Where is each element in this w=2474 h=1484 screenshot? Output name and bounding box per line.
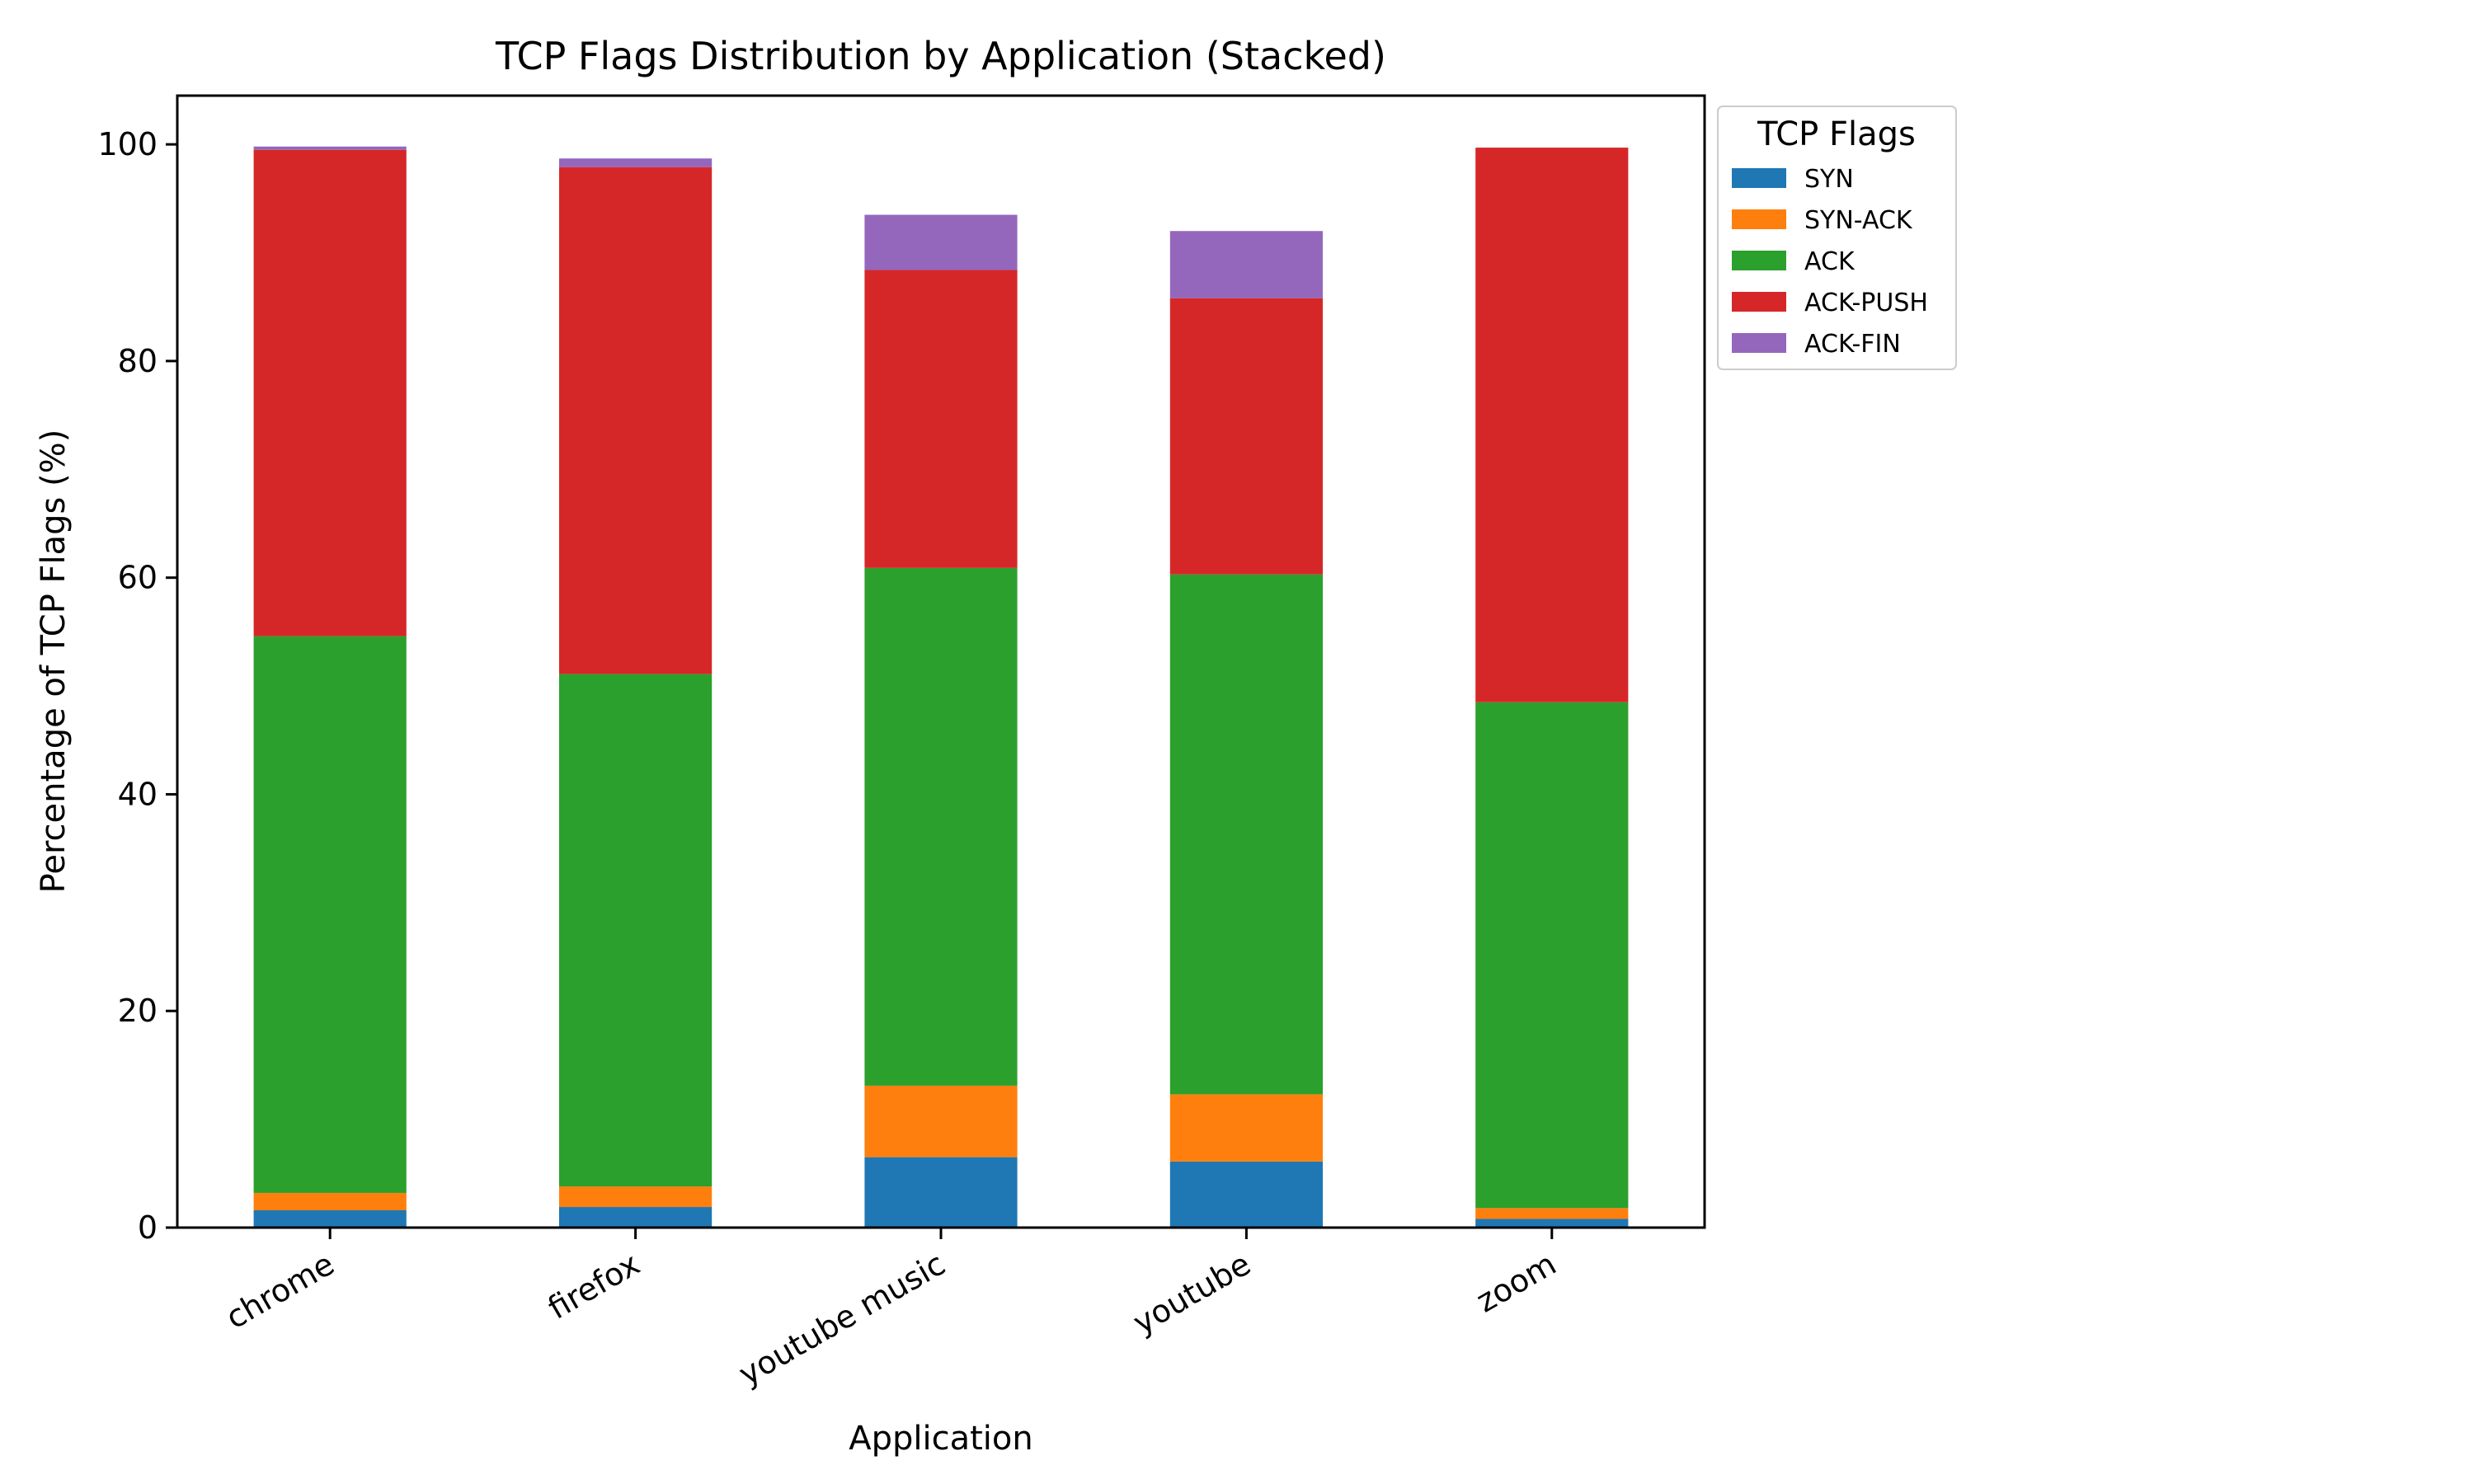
legend-swatch-ack — [1732, 251, 1786, 270]
bar-youtube-music-ack-push — [864, 270, 1018, 568]
legend-title: TCP Flags — [1757, 115, 1916, 153]
bar-zoom-ack — [1475, 702, 1629, 1209]
bar-youtube-ack-fin — [1169, 231, 1323, 298]
y-tick-label-60: 60 — [118, 560, 158, 596]
legend-swatch-syn-ack — [1732, 209, 1786, 229]
y-axis-label: Percentage of TCP Flags (%) — [35, 430, 73, 894]
y-tick-label-100: 100 — [97, 126, 158, 162]
y-tick-label-80: 80 — [118, 343, 158, 379]
legend-swatch-ack-push — [1732, 292, 1786, 312]
x-axis-label: Application — [849, 1420, 1033, 1458]
legend: TCP Flags SYN SYN-ACK ACK ACK-PUSH ACK-FIN — [1717, 106, 1957, 370]
y-tick-label-20: 20 — [118, 993, 158, 1029]
bar-chrome-ack-push — [253, 149, 407, 636]
legend-label-ack: ACK — [1804, 247, 1856, 276]
x-tick-label-youtube: youtube — [1127, 1246, 1257, 1341]
legend-label-syn-ack: SYN-ACK — [1804, 206, 1913, 235]
x-tick-label-youtube-music: youtube music — [732, 1246, 951, 1392]
x-tick-label-zoom: zoom — [1470, 1246, 1563, 1320]
bar-firefox-syn-ack — [559, 1186, 713, 1208]
bar-youtube-music-ack — [864, 567, 1018, 1086]
bar-zoom-ack-push — [1475, 148, 1629, 702]
bar-youtube-music-ack-fin — [864, 214, 1018, 270]
chart-title: TCP Flags Distribution by Application (S… — [495, 34, 1386, 78]
bar-chrome-ack-fin — [253, 146, 407, 150]
bar-youtube-music-syn-ack — [864, 1085, 1018, 1158]
x-axis: chrome firefox youtube music youtube zoom — [219, 1228, 1562, 1392]
legend-label-ack-push: ACK-PUSH — [1804, 289, 1928, 317]
bar-zoom-syn — [1475, 1219, 1629, 1228]
bars-layer — [253, 146, 1629, 1228]
bar-zoom-syn-ack — [1475, 1208, 1629, 1219]
bar-firefox-ack-push — [559, 167, 713, 674]
bar-youtube-ack — [1169, 574, 1323, 1095]
y-axis: 0 20 40 60 80 100 — [97, 126, 177, 1246]
bar-firefox-ack — [559, 674, 713, 1187]
bar-youtube-syn — [1169, 1161, 1323, 1228]
bar-firefox-syn — [559, 1207, 713, 1228]
legend-swatch-ack-fin — [1732, 333, 1786, 353]
x-tick-label-firefox: firefox — [542, 1246, 646, 1327]
y-tick-label-40: 40 — [118, 776, 158, 812]
bar-youtube-music-syn — [864, 1157, 1018, 1228]
bar-firefox-ack-fin — [559, 158, 713, 167]
legend-label-ack-fin: ACK-FIN — [1804, 330, 1901, 359]
y-tick-label-0: 0 — [138, 1209, 158, 1246]
bar-chrome-ack — [253, 636, 407, 1193]
bar-chrome-syn — [253, 1209, 407, 1228]
x-tick-label-chrome: chrome — [219, 1246, 340, 1336]
bar-youtube-ack-push — [1169, 298, 1323, 575]
bar-youtube-syn-ack — [1169, 1094, 1323, 1162]
legend-label-syn: SYN — [1804, 165, 1854, 194]
legend-items: SYN SYN-ACK ACK ACK-PUSH ACK-FIN — [1732, 165, 1928, 359]
bar-chrome-syn-ack — [253, 1192, 407, 1210]
legend-swatch-syn — [1732, 168, 1786, 188]
